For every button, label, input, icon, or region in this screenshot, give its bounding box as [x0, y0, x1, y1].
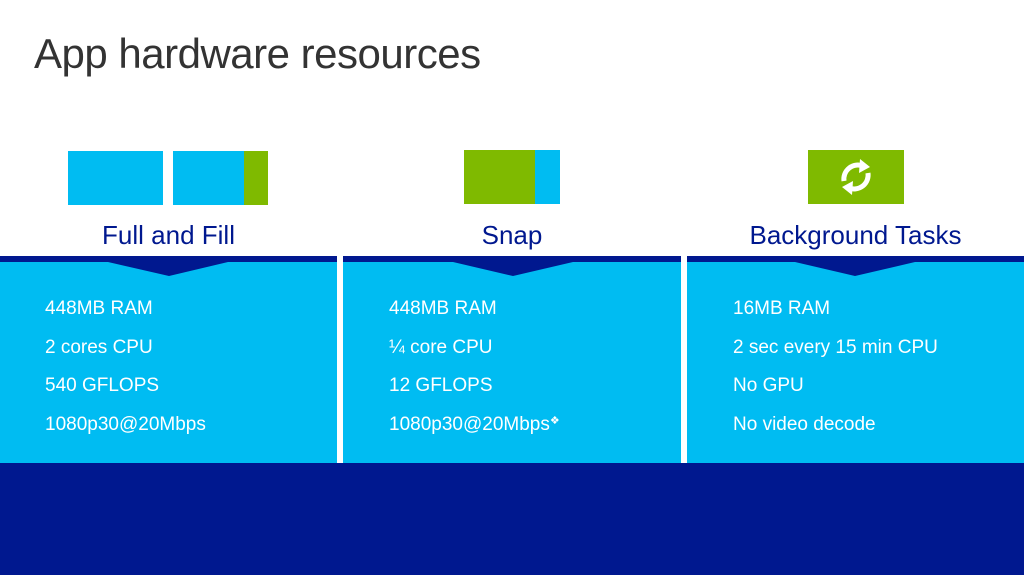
column-title-full-fill: Full and Fill [102, 220, 235, 250]
column-title-background-tasks: Background Tasks [749, 220, 962, 250]
spec-line: 1080p30@20Mbps [389, 413, 550, 435]
spec-line: 540 GFLOPS [45, 375, 160, 396]
spec-line: 2 cores CPU [45, 336, 153, 358]
spec-line: 1080p30@20Mbps [45, 413, 206, 435]
footnote-mark: ❖ [549, 414, 560, 427]
spec-line: ¼ core CPU [389, 336, 493, 358]
panel-full-fill: 448MB RAM 2 cores CPU 540 GFLOPS 1080p30… [0, 256, 337, 464]
spec-line: 12 GFLOPS [389, 375, 493, 396]
spec-line: 448MB RAM [45, 298, 153, 319]
footer-band [0, 463, 1024, 575]
spec-line: No GPU [733, 375, 804, 396]
slide-title: App hardware resources [34, 30, 481, 77]
spec-line: 16MB RAM [733, 298, 831, 319]
spec-line: 2 sec every 15 min CPU [733, 336, 938, 358]
spec-line: No video decode [733, 413, 876, 435]
column-title-snap: Snap [481, 220, 543, 250]
refresh-icon [808, 150, 904, 204]
panel-snap: 448MB RAM ¼ core CPU 12 GFLOPS 1080p30@2… [343, 256, 681, 464]
panel-background-tasks: 16MB RAM 2 sec every 15 min CPU No GPU N… [687, 256, 1024, 464]
spec-line: 448MB RAM [389, 298, 497, 319]
